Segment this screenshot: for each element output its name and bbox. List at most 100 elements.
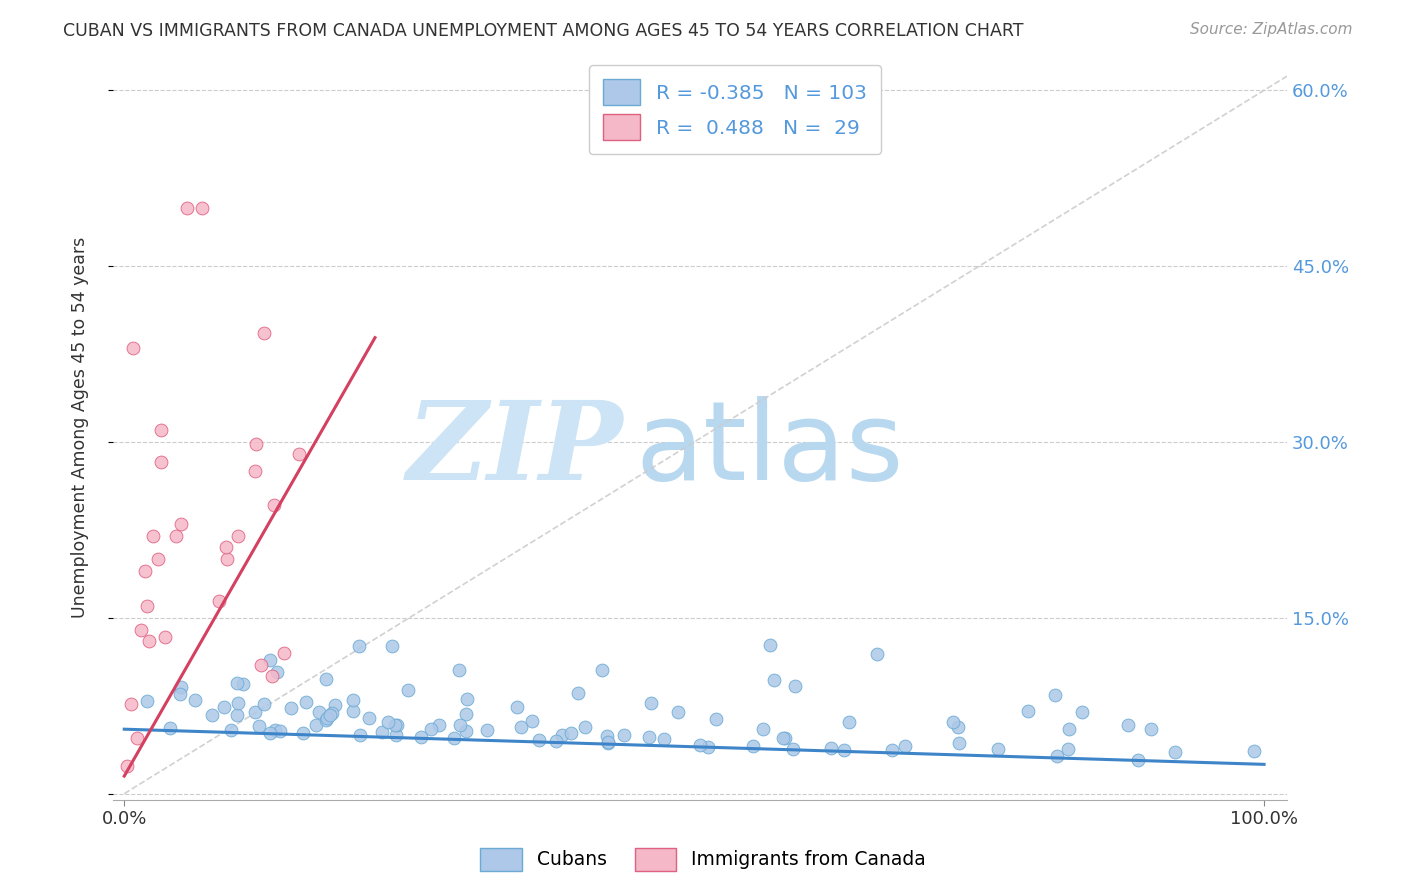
Point [262, 669, 284, 683]
Point [150, 455, 173, 469]
Point [221, 723, 243, 738]
Point [456, 723, 478, 738]
Point [697, 739, 720, 754]
Point [176, 201, 198, 215]
Point [127, 731, 149, 745]
Point [443, 731, 465, 745]
Point [1128, 753, 1150, 767]
Text: ZIP: ZIP [406, 396, 623, 503]
Point [948, 720, 970, 734]
Point [942, 714, 965, 729]
Point [612, 728, 634, 742]
Point [741, 739, 763, 753]
Point [184, 692, 207, 706]
Y-axis label: Unemployment Among Ages 45 to 54 years: Unemployment Among Ages 45 to 54 years [72, 236, 89, 618]
Point [1057, 742, 1080, 756]
Point [208, 593, 231, 607]
Point [142, 529, 165, 543]
Point [772, 731, 794, 745]
Point [820, 741, 842, 756]
Point [596, 736, 619, 750]
Point [598, 735, 620, 749]
Point [120, 697, 142, 711]
Point [773, 731, 796, 746]
Point [170, 680, 193, 694]
Point [225, 675, 247, 690]
Point [226, 707, 249, 722]
Point [866, 647, 889, 661]
Point [243, 464, 266, 478]
Point [456, 691, 478, 706]
Point [759, 638, 782, 652]
Point [165, 529, 187, 543]
Point [232, 677, 254, 691]
Point [292, 726, 315, 740]
Point [550, 727, 572, 741]
Text: Source: ZipAtlas.com: Source: ZipAtlas.com [1189, 22, 1353, 37]
Point [215, 552, 238, 566]
Point [263, 498, 285, 512]
Point [136, 599, 159, 613]
Point [308, 705, 330, 719]
Point [377, 714, 399, 729]
Point [838, 715, 860, 730]
Point [638, 730, 661, 744]
Point [253, 697, 276, 711]
Point [456, 707, 478, 722]
Point [212, 700, 235, 714]
Point [201, 707, 224, 722]
Point [834, 743, 856, 757]
Point [1164, 745, 1187, 759]
Point [591, 664, 613, 678]
Point [190, 201, 212, 215]
Point [371, 724, 394, 739]
Point [280, 701, 302, 715]
Point [294, 695, 316, 709]
Point [169, 687, 191, 701]
Point [215, 540, 238, 554]
Point [153, 630, 176, 644]
Point [315, 672, 337, 686]
Point [596, 729, 619, 743]
Point [520, 714, 543, 728]
Point [349, 728, 371, 742]
Point [357, 711, 380, 725]
Point [704, 712, 727, 726]
Point [882, 742, 904, 756]
Point [1057, 722, 1080, 736]
Point [510, 720, 533, 734]
Text: atlas: atlas [636, 396, 904, 503]
Point [560, 726, 582, 740]
Point [689, 738, 711, 752]
Point [149, 423, 172, 437]
Point [752, 722, 775, 736]
Point [315, 713, 337, 727]
Point [243, 705, 266, 719]
Point [529, 732, 551, 747]
Point [264, 723, 287, 737]
Point [122, 341, 145, 355]
Point [259, 726, 281, 740]
Point [567, 686, 589, 700]
Point [321, 706, 343, 721]
Point [420, 722, 443, 736]
Point [266, 665, 288, 679]
Point [319, 707, 342, 722]
Point [315, 711, 337, 725]
Point [148, 552, 170, 566]
Point [987, 741, 1010, 756]
Point [640, 696, 662, 710]
Point [250, 657, 273, 672]
Point [384, 718, 406, 732]
Point [894, 739, 917, 754]
Point [1116, 718, 1139, 732]
Point [411, 731, 433, 745]
Point [447, 664, 470, 678]
Point [247, 719, 270, 733]
Point [782, 741, 804, 756]
Point [259, 653, 281, 667]
Point [652, 731, 675, 746]
Point [385, 718, 408, 732]
Point [134, 564, 156, 578]
Point [1243, 744, 1265, 758]
